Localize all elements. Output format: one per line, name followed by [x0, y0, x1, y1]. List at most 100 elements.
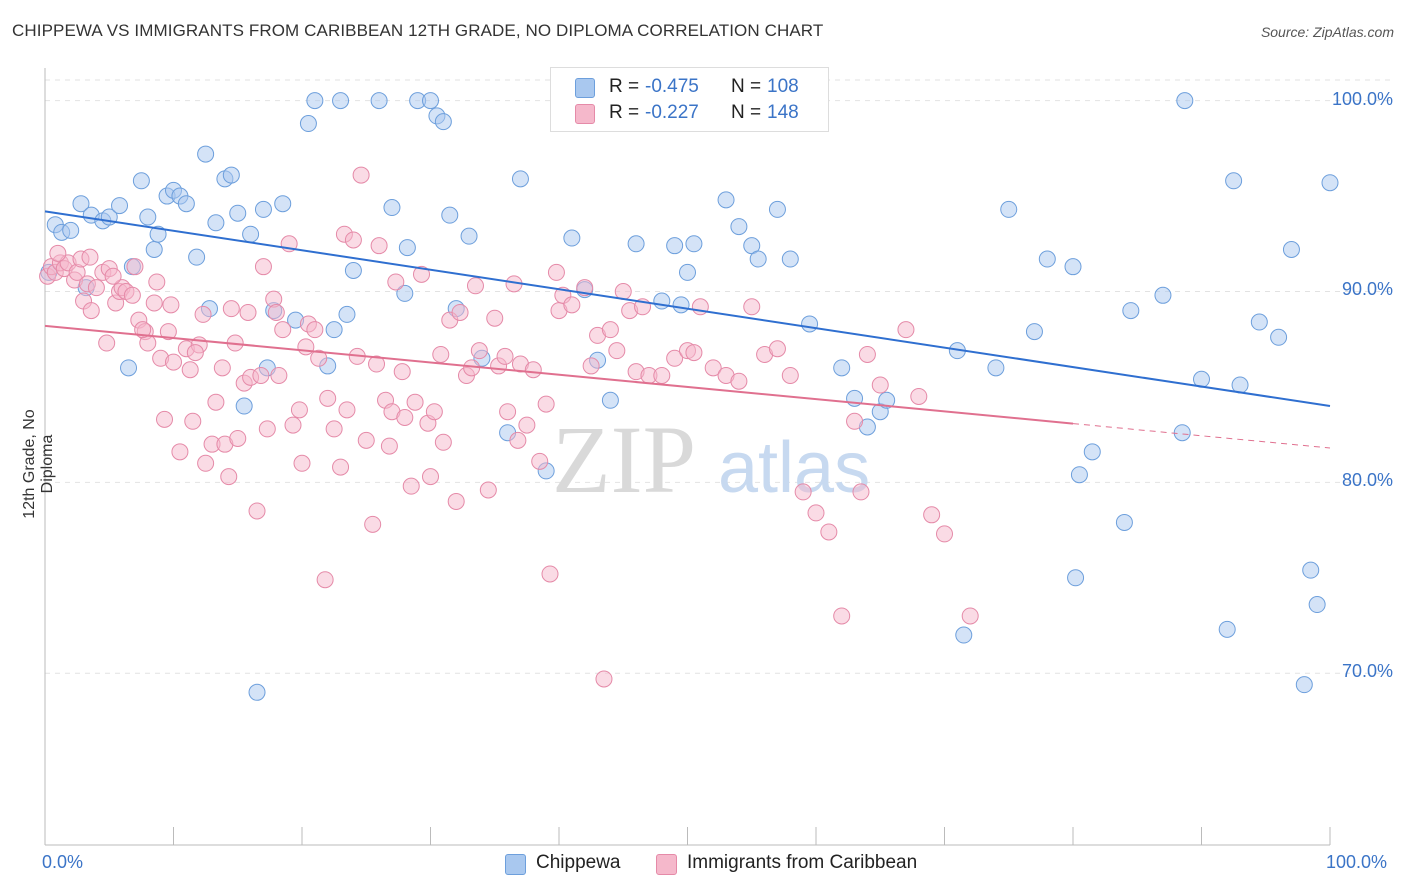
data-point [679, 263, 696, 281]
data-point [422, 468, 439, 486]
data-point [254, 200, 272, 218]
data-point [1173, 424, 1191, 442]
bottom-legend-label-caribbean: Immigrants from Caribbean [687, 852, 918, 873]
data-point [229, 204, 247, 222]
data-point [370, 92, 388, 110]
data-point [398, 239, 416, 257]
data-point [252, 366, 270, 384]
data-point [563, 296, 581, 314]
legend-r-value: -0.227 [645, 102, 699, 123]
data-point [406, 393, 424, 411]
data-point [434, 113, 452, 131]
data-point [601, 391, 619, 409]
data-point [145, 241, 163, 259]
data-point [1038, 250, 1056, 268]
data-point [653, 366, 671, 384]
data-point [290, 401, 308, 419]
data-point [393, 363, 411, 381]
data-point [162, 296, 180, 314]
bottom-legend-swatch-chippewa [505, 854, 526, 875]
data-point [1115, 513, 1133, 531]
legend-n-label: N = [731, 102, 762, 123]
data-point [858, 345, 876, 363]
data-point [1070, 466, 1088, 484]
data-point [72, 195, 90, 213]
chart-title: CHIPPEWA VS IMMIGRANTS FROM CARIBBEAN 12… [12, 21, 824, 40]
data-point [87, 279, 105, 297]
legend-r-label: R = [609, 76, 640, 97]
data-point [352, 166, 370, 184]
data-point [197, 145, 215, 163]
data-point [325, 420, 343, 438]
data-point [194, 305, 212, 323]
data-point [432, 345, 450, 363]
legend-r-label: R = [609, 102, 640, 123]
data-point [608, 342, 626, 360]
y-tick-label: 70.0% [1341, 661, 1393, 682]
data-point [1122, 302, 1140, 320]
data-point [470, 342, 488, 360]
watermark-zip: ZIP [552, 406, 696, 513]
data-point [120, 359, 138, 377]
data-point [794, 483, 812, 501]
data-point [306, 92, 324, 110]
data-point [132, 172, 150, 190]
correlation-legend: R = -0.475 N = 108 R = -0.227 N = 148 [550, 67, 829, 132]
data-point [165, 353, 182, 371]
data-point [111, 197, 129, 215]
data-point [177, 195, 195, 213]
data-point [396, 284, 414, 302]
data-point [396, 408, 414, 426]
data-point [936, 525, 953, 543]
data-point [267, 303, 285, 321]
data-point [98, 334, 116, 352]
data-point [139, 208, 157, 226]
data-point [222, 166, 240, 184]
data-point [434, 433, 452, 451]
data-point [274, 195, 292, 213]
data-point [768, 340, 786, 358]
data-point [1154, 286, 1172, 304]
data-point [364, 515, 382, 533]
data-point [627, 235, 645, 253]
data-point [123, 286, 141, 304]
legend-swatch-caribbean [575, 104, 595, 124]
data-point [496, 347, 514, 365]
trend-line [44, 324, 1074, 425]
data-point [258, 420, 276, 438]
data-point [1000, 200, 1018, 218]
data-point [547, 263, 565, 281]
data-point [181, 361, 199, 379]
data-point [248, 683, 266, 701]
data-point [666, 237, 684, 255]
data-point [213, 359, 231, 377]
data-point [1250, 313, 1268, 331]
data-point [242, 225, 260, 243]
data-point [338, 401, 356, 419]
data-point [509, 431, 527, 449]
data-point [1083, 443, 1101, 461]
data-point [248, 502, 266, 520]
data-point [319, 389, 337, 407]
data-point [299, 115, 317, 133]
data-point [332, 458, 350, 476]
y-tick-label: 80.0% [1341, 470, 1393, 491]
data-point [441, 206, 459, 224]
data-point [332, 92, 350, 110]
data-point [293, 454, 311, 472]
data-point [807, 504, 825, 522]
data-point [62, 221, 80, 239]
data-point [451, 303, 469, 321]
data-point [126, 258, 144, 276]
legend-n-label: N = [731, 76, 762, 97]
data-point [852, 483, 870, 501]
y-tick-label: 100.0% [1331, 88, 1393, 109]
data-point [344, 231, 362, 249]
data-point [254, 258, 272, 276]
data-point [1295, 676, 1313, 694]
y-axis-label: 12th Grade, No Diploma [21, 409, 56, 519]
data-point [1064, 258, 1082, 276]
data-point [910, 387, 928, 405]
data-point [387, 273, 405, 291]
